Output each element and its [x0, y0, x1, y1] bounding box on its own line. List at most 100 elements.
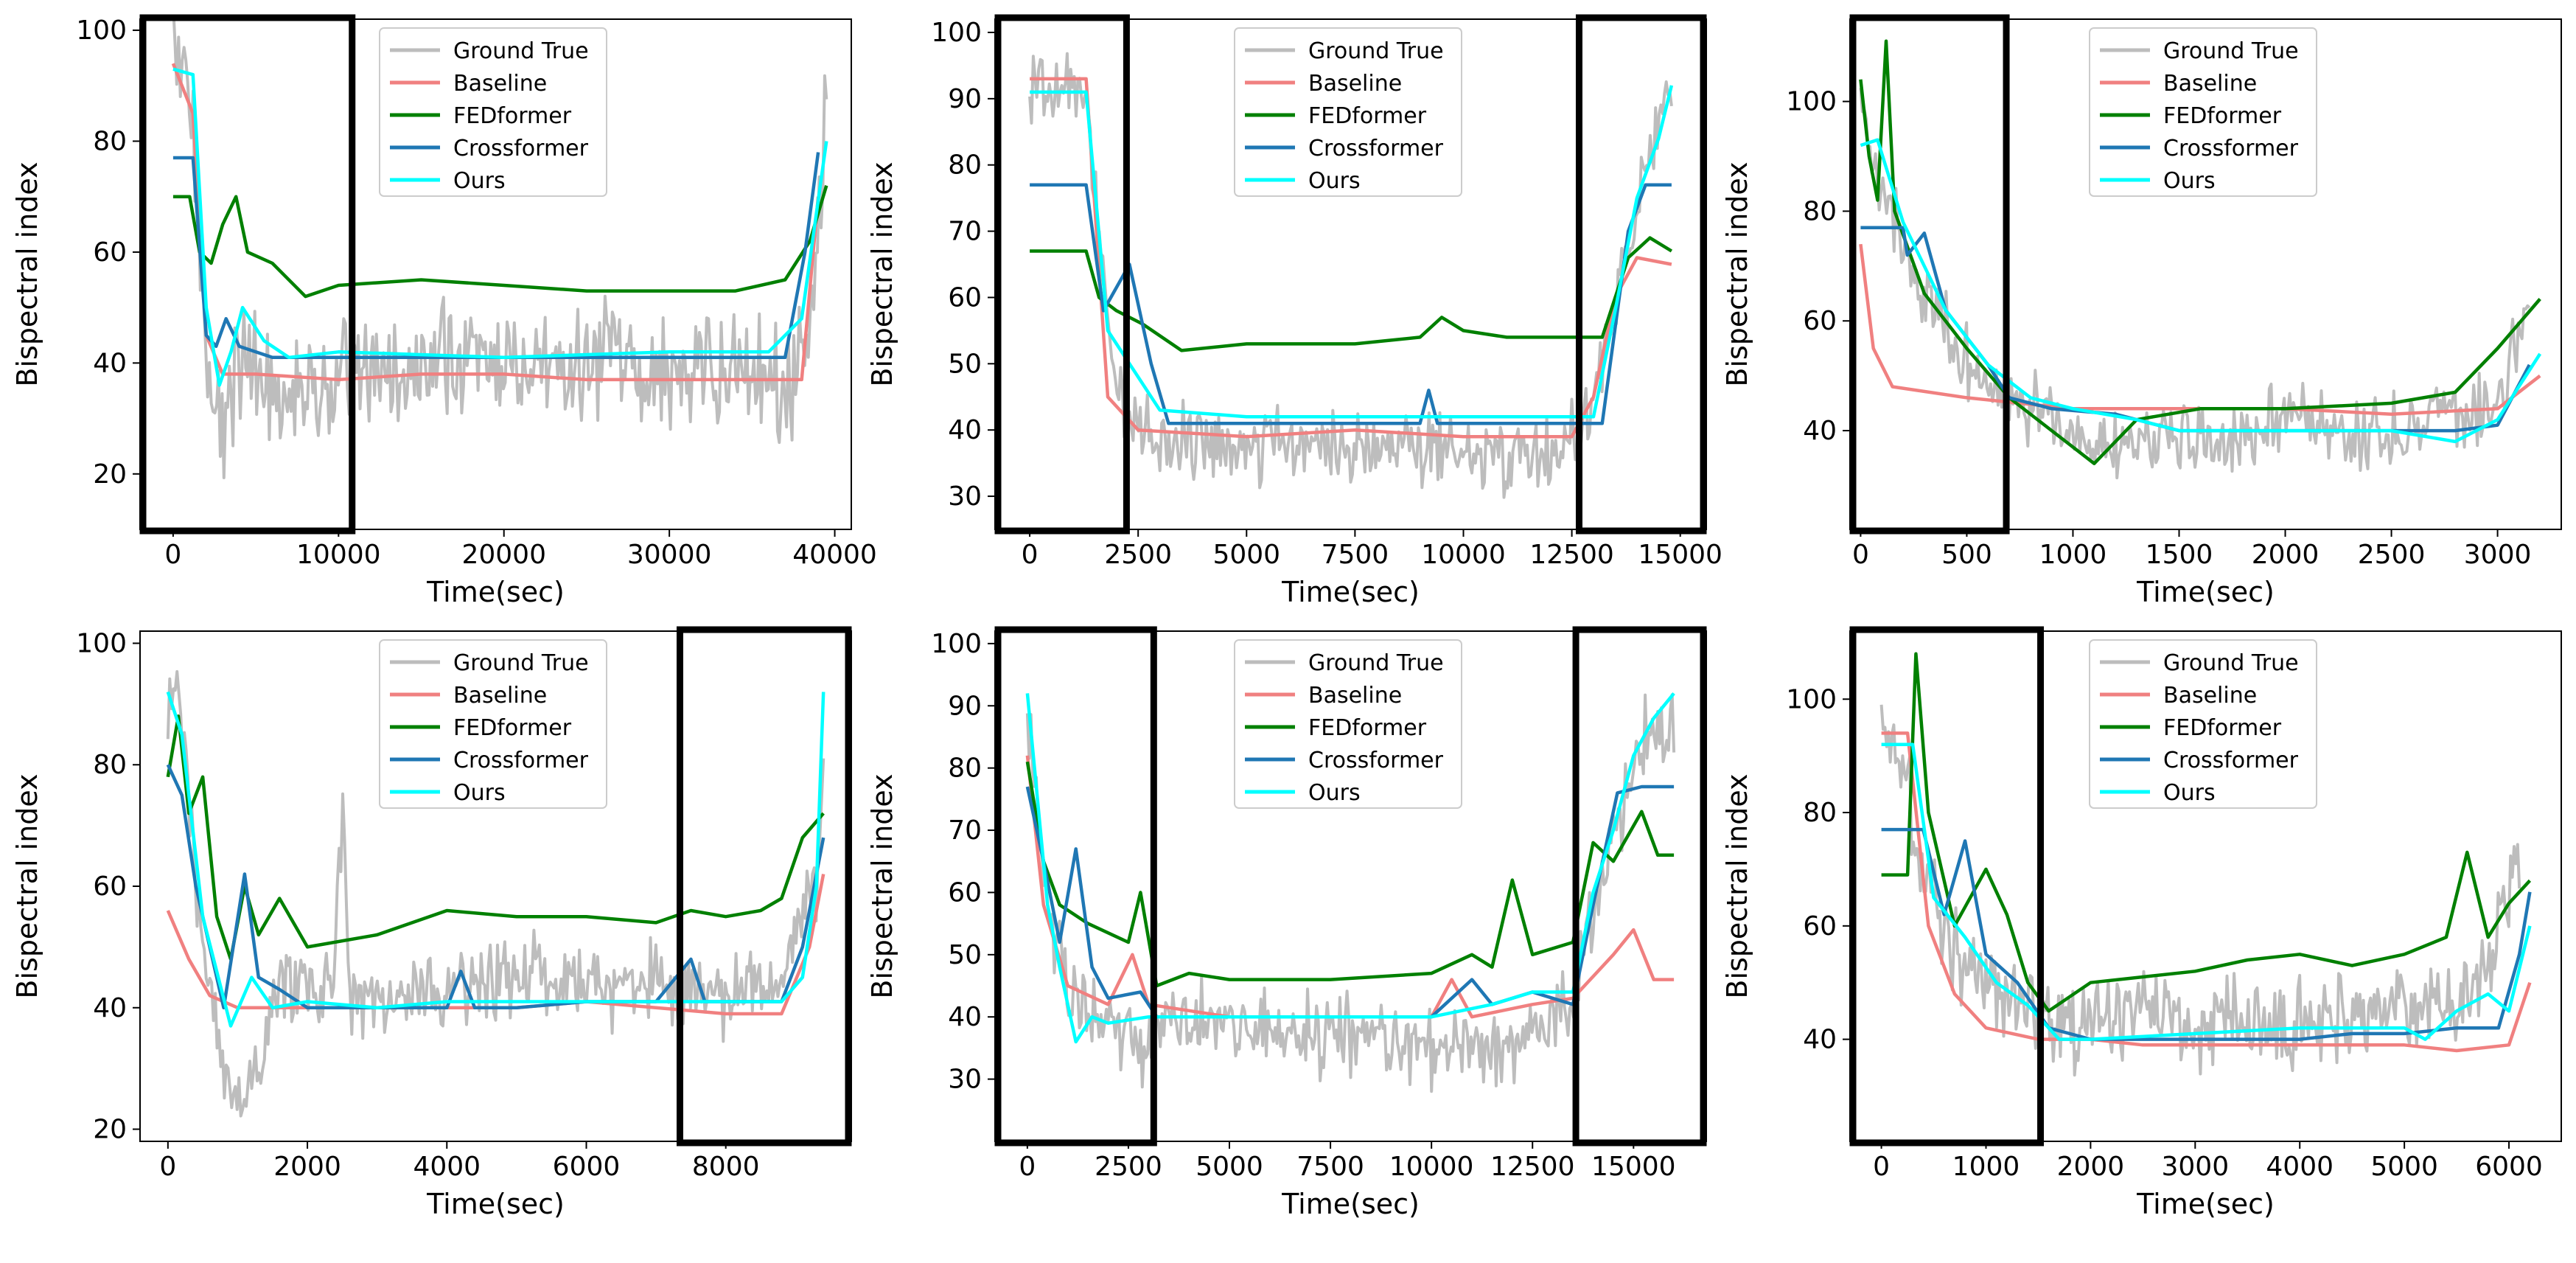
legend [2089, 27, 2317, 197]
x-tick-label: 30000 [627, 540, 712, 570]
highlight-box [994, 626, 1157, 1147]
chart-panel-4: 0 2000 4000 6000 8000 20 40 60 80 100 Time(sec) Bis… [11, 626, 852, 1220]
series-line-ours [1030, 85, 1674, 419]
y-tick-label: 100 [931, 18, 982, 48]
series-line-ours [1881, 742, 2532, 1041]
series-line-ground-true [1028, 52, 1673, 499]
highlight-box [1575, 14, 1707, 535]
x-tick-label: 5000 [1212, 540, 1280, 570]
legend-label: Crossformer [2163, 748, 2299, 773]
y-tick-label: 80 [1803, 798, 1837, 828]
series-line-fedformer [172, 185, 828, 299]
y-tick-label: 60 [948, 877, 982, 908]
plot-area [1879, 652, 2532, 1077]
legend-label: Baseline [453, 683, 547, 709]
y-tick-label: 60 [93, 237, 127, 268]
x-tick-label: 3000 [2464, 540, 2532, 570]
y-tick-label: 80 [93, 750, 127, 780]
legend-label: Ground True [1308, 38, 1444, 64]
y-tick-label: 70 [948, 217, 982, 247]
y-tick-label: 60 [948, 282, 982, 313]
legend-label: Crossformer [1308, 748, 1444, 773]
x-tick-label: 6000 [2475, 1152, 2543, 1182]
y-tick-label: 30 [948, 1065, 982, 1095]
x-tick-label: 4000 [2266, 1152, 2334, 1182]
legend-label: Ground True [2163, 650, 2299, 676]
x-tick-label: 2500 [2358, 540, 2426, 570]
legend-label: FEDformer [2163, 103, 2282, 129]
y-axis-label: Bispectral index [11, 161, 43, 386]
x-tick-label: 2500 [1104, 540, 1172, 570]
x-tick-label: 10000 [1389, 1152, 1474, 1182]
x-tick-label: 500 [1941, 540, 1992, 570]
y-axis-label: Bispectral index [866, 773, 898, 998]
highlight-box [1572, 626, 1707, 1147]
y-tick-label: 80 [948, 754, 982, 784]
highlight-box [994, 14, 1130, 535]
y-axis-label: Bispectral index [1721, 161, 1753, 386]
x-tick-label: 7500 [1296, 1152, 1364, 1182]
series-line-ours [1860, 138, 2542, 444]
x-axis-label: Time(sec) [2136, 576, 2275, 608]
y-tick-label: 60 [1803, 911, 1837, 942]
legend-label: Baseline [453, 71, 547, 97]
x-tick-label: 4000 [413, 1152, 481, 1182]
series-line-ground-true [1879, 704, 2521, 1077]
x-tick-label: 1000 [2039, 540, 2107, 570]
y-tick-label: 100 [1786, 87, 1837, 117]
x-tick-label: 0 [164, 540, 181, 570]
highlight-box [676, 626, 852, 1147]
series-line-crossformer [1030, 183, 1672, 425]
series-line-ours [166, 691, 825, 1028]
series-line-ground-true [1859, 88, 2531, 480]
x-tick-label: 3000 [2161, 1152, 2229, 1182]
x-tick-label: 40000 [792, 540, 877, 570]
x-axis-label: Time(sec) [2136, 1188, 2275, 1220]
series-line-crossformer [172, 152, 820, 360]
legend-label: Baseline [2163, 71, 2257, 97]
chart-panel-1: 0 10000 20000 30000 40000 20 40 60 80 100 Time(sec… [11, 14, 877, 608]
y-tick-label: 60 [93, 871, 127, 902]
legend-label: Ours [2163, 168, 2216, 194]
legend-label: Ours [1308, 168, 1361, 194]
x-tick-label: 0 [159, 1152, 176, 1182]
legend-label: Baseline [1308, 683, 1402, 709]
legend [379, 27, 607, 197]
legend-label: FEDformer [1308, 715, 1427, 741]
y-tick-label: 60 [1803, 306, 1837, 336]
y-tick-label: 50 [948, 349, 982, 379]
legend-label: Baseline [2163, 683, 2257, 709]
series-line-fedformer [166, 714, 825, 961]
y-tick-label: 50 [948, 940, 982, 970]
highlight-box [139, 14, 356, 535]
series-line-fedformer [1859, 39, 2541, 465]
x-tick-label: 15000 [1638, 540, 1722, 570]
x-tick-label: 20000 [461, 540, 546, 570]
plot-area [1028, 52, 1674, 499]
plot-area [1859, 39, 2542, 480]
y-tick-label: 20 [93, 1115, 127, 1145]
legend-label: Ours [453, 780, 506, 806]
chart-panel-5: 0 2500 5000 7500 10000 12500 15000 30 40 50 60 70 80… [866, 626, 1707, 1220]
y-tick-label: 40 [93, 993, 127, 1023]
y-tick-label: 80 [93, 126, 127, 156]
x-tick-label: 2000 [2252, 540, 2320, 570]
y-tick-label: 100 [76, 628, 127, 658]
series-line-ours [1025, 692, 1675, 1044]
x-tick-label: 0 [1019, 1152, 1036, 1182]
y-tick-label: 100 [76, 15, 127, 46]
legend [1234, 27, 1462, 197]
x-tick-label: 15000 [1591, 1152, 1676, 1182]
x-tick-label: 0 [1852, 540, 1869, 570]
y-axis-label: Bispectral index [866, 161, 898, 386]
x-tick-label: 6000 [553, 1152, 621, 1182]
x-tick-label: 8000 [692, 1152, 760, 1182]
x-tick-label: 0 [1022, 540, 1039, 570]
x-tick-label: 0 [1873, 1152, 1890, 1182]
legend-label: Ours [2163, 780, 2216, 806]
y-tick-label: 40 [948, 1002, 982, 1032]
chart-panel-3: 0 500 1000 1500 2000 2500 3000 40 60 80 100 Time(se… [1721, 14, 2562, 608]
y-axis-label: Bispectral index [11, 773, 43, 998]
y-tick-label: 100 [1786, 684, 1837, 714]
legend-label: FEDformer [453, 715, 572, 741]
